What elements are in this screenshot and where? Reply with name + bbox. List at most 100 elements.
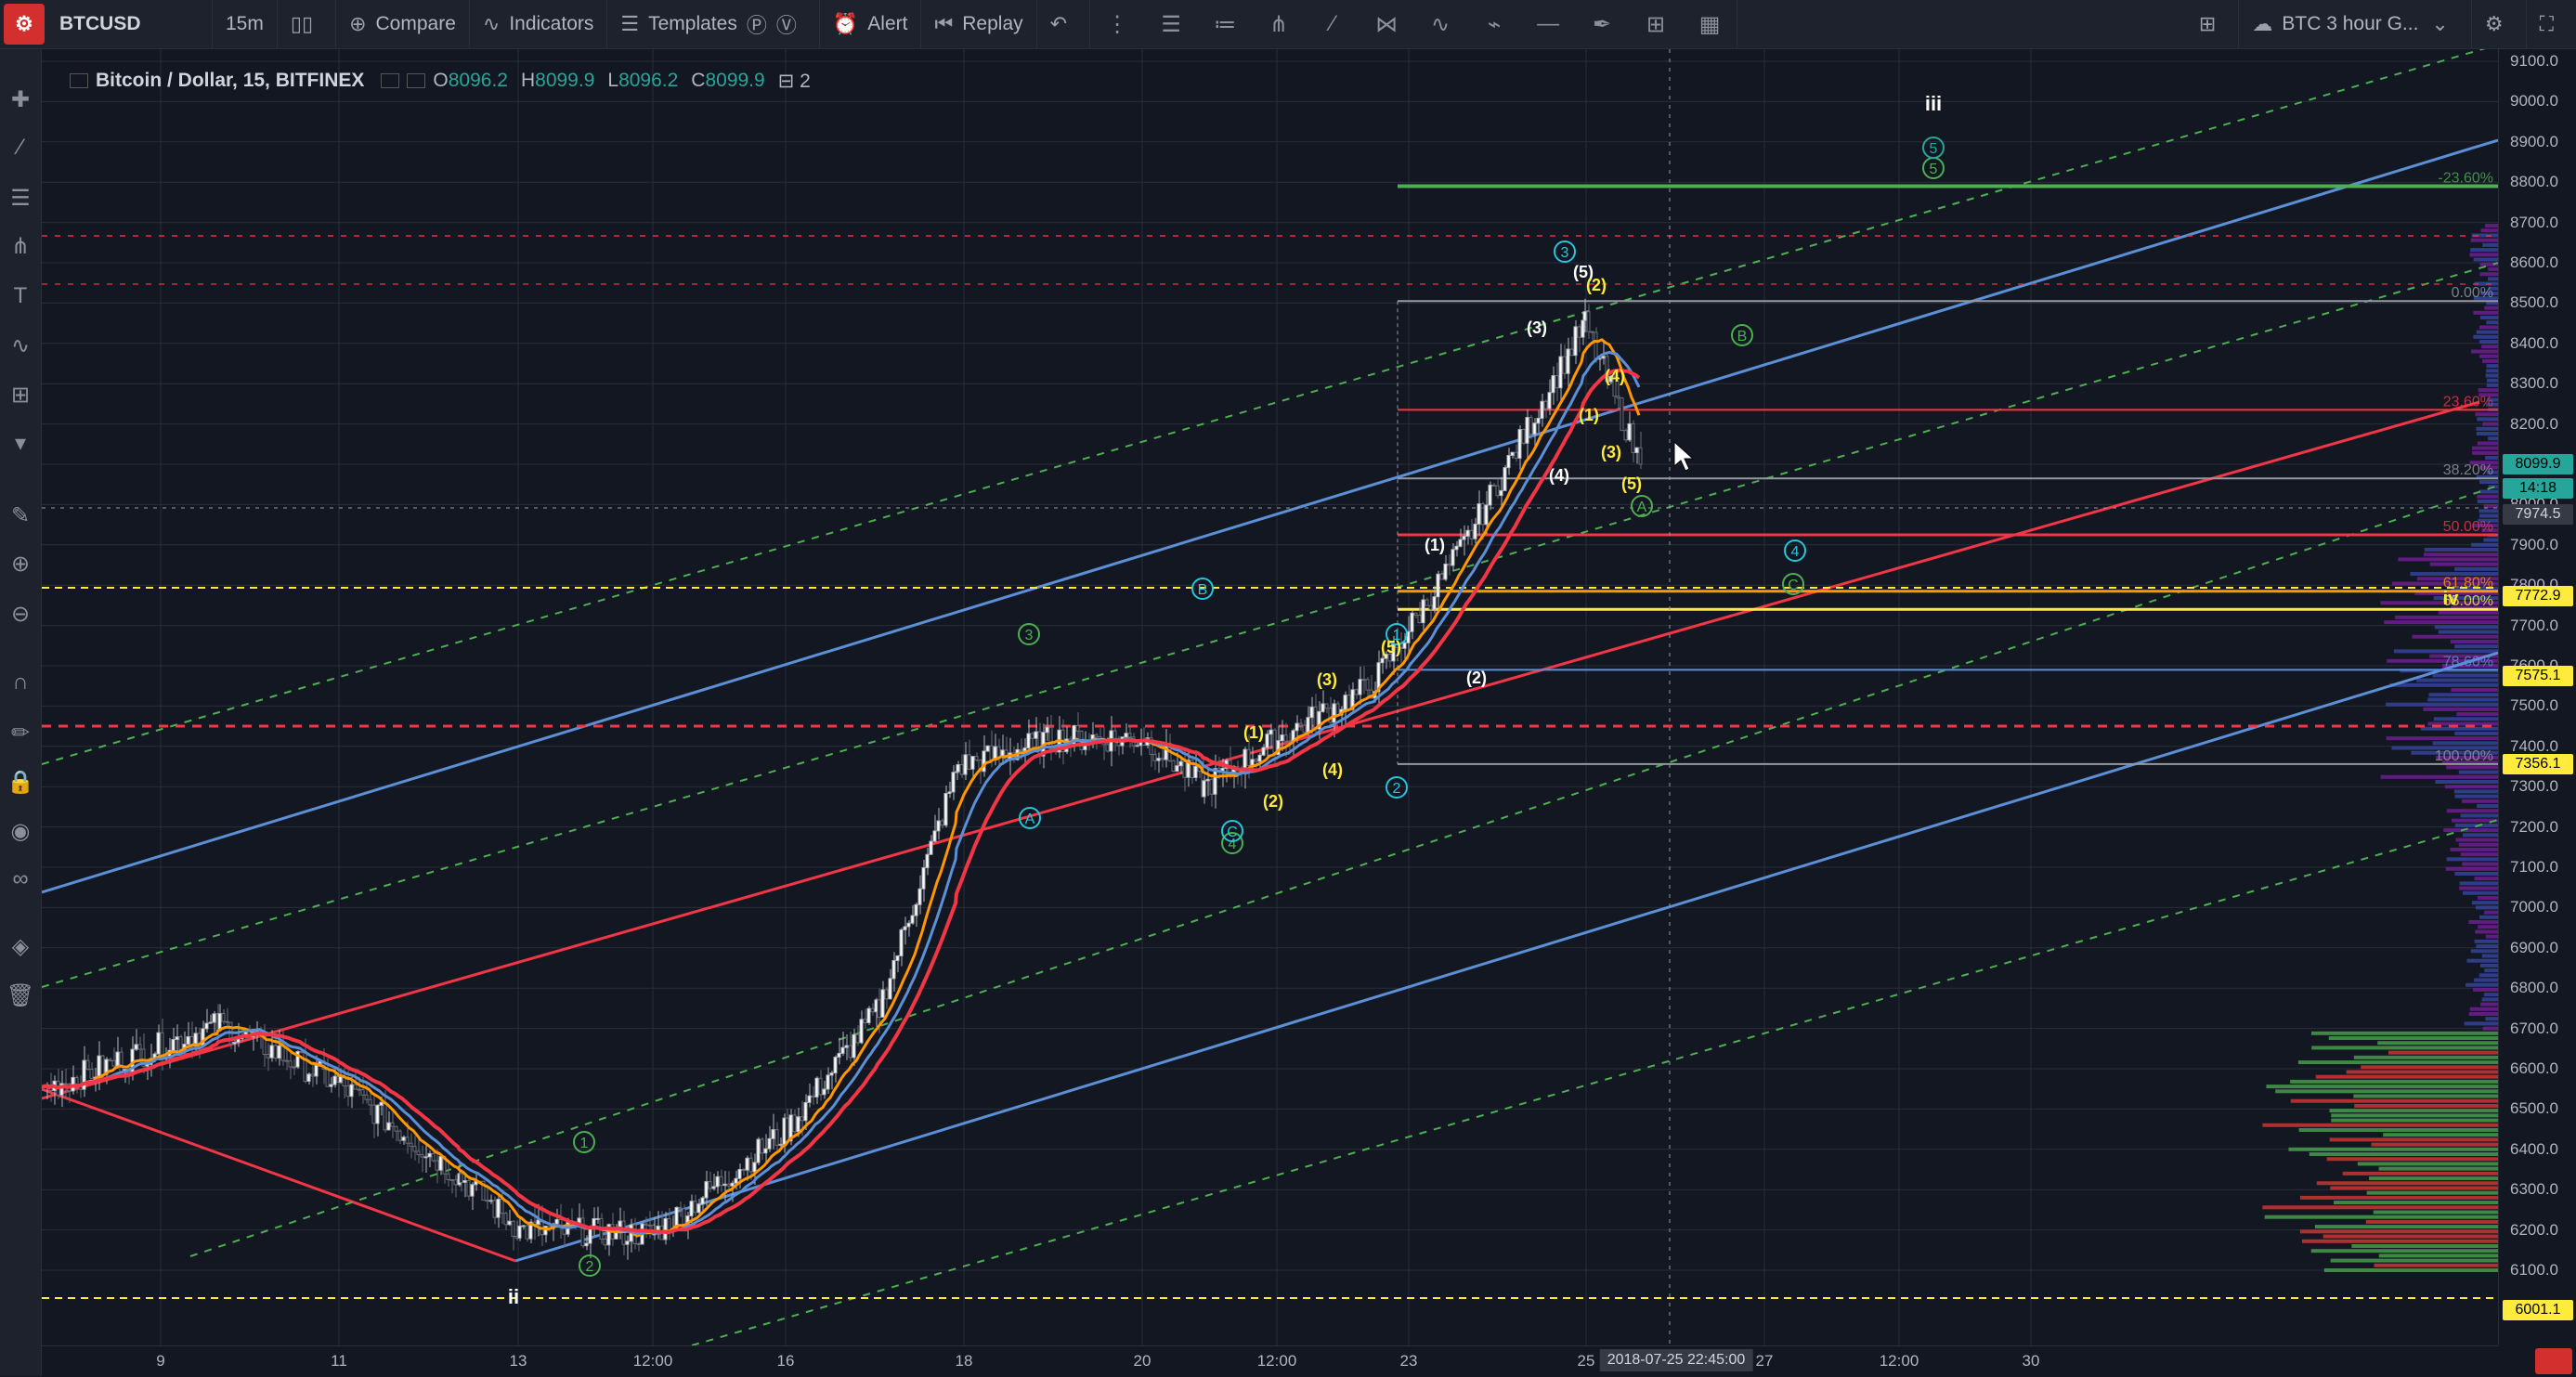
ray-icon[interactable]: — [1537,11,1560,36]
candle-body [884,989,889,1000]
candle-body [1324,703,1329,709]
legend-title[interactable]: Bitcoin / Dollar, 15, BITFINEX [96,70,365,91]
templates-button[interactable]: ☰ Templates Ⓟ Ⓥ [607,0,820,48]
price-axis[interactable]: 9100.0 9000.0 8900.0 8800.0 8700.0 8600.0 8500… [2498,49,2576,1345]
symbol-search[interactable]: BTCUSD [45,0,213,48]
elliott-wave-icon[interactable]: ∿ [1431,11,1451,37]
link-icon[interactable]: ∞ [12,866,29,891]
undo-button[interactable]: ↶ [1037,0,1091,48]
candle-body [891,959,896,980]
replay-button[interactable]: ⏮ Replay [921,0,1037,48]
brush-icon[interactable]: ✒ [1593,11,1612,37]
fullscreen-button[interactable]: ⛶ [2527,0,2576,48]
candle-body [1436,573,1440,598]
channel-blue-lower[interactable] [514,651,2499,1263]
text-tool-icon[interactable]: T [13,283,28,308]
settings-button[interactable]: ⚙ [2472,0,2527,48]
template-t-icon: Ⓟ [746,14,767,37]
pattern-tool-icon[interactable]: ∿ [10,333,31,358]
compare-button[interactable]: ⊕ Compare [336,0,470,48]
alert-button[interactable]: ⏰ Alert [820,0,922,48]
volume-bar [2486,378,2498,383]
candle-body [1582,311,1587,321]
eye-icon[interactable]: ◉ [10,819,31,844]
candle-body [1558,356,1563,389]
candle-body [1525,417,1529,444]
candle-body [1152,753,1157,761]
chart-area[interactable]: -23.60% 0.00% 23.60% 38.20% 50.00% 61.80% 65.0… [41,44,2499,1346]
crosshair-icon[interactable]: ✚ [10,87,31,112]
interval-selector[interactable]: 15m [213,0,278,48]
volume-bar [2371,1142,2498,1147]
candle-body [719,1176,723,1187]
horizontal-lines-icon[interactable]: ☰ [1161,11,1181,37]
wave-label-p1: (1) [1425,536,1445,554]
chart-style-button[interactable]: ▯▯ [278,0,337,48]
pitchfork-icon[interactable]: ⋔ [1269,11,1289,37]
zoom-out-icon[interactable]: ⊖ [10,602,31,627]
pitchfork-tool-icon[interactable]: ⋔ [10,234,31,259]
time-tick-label: 16 [776,1352,795,1370]
studies-toggle[interactable]: ⊟ 2 [778,70,811,93]
trend-line-icon[interactable]: ∕ [1331,11,1335,36]
grid-icon[interactable]: ▦ [1698,11,1721,37]
volume-bar [2386,702,2498,707]
time-axis[interactable]: 9 11 13 12:00 16 18 20 12:00 23 25 27 12:00 30 2018-0… [42,1345,2498,1377]
prediction-tool-icon[interactable]: ⊞ [10,383,31,408]
trend-red-lower[interactable] [41,1087,516,1263]
candle-body [1555,375,1559,389]
wave-label-5b: 5 [1930,141,1938,157]
candle-body [1209,778,1214,795]
candle-body [97,1055,101,1078]
candle-body [903,926,907,930]
volume-bar [2471,542,2498,547]
volume-bar [2446,809,2498,813]
volume-bar [2301,1239,2498,1243]
horizontal-lines-tool-icon[interactable]: ☰ [10,186,31,211]
magnet-icon[interactable]: ∩ [12,669,29,695]
lock-icon[interactable]: 🔒 [7,770,34,795]
stay-drawing-icon[interactable]: ✏ [10,721,31,746]
layout-grid-button[interactable]: ⊞ [2186,0,2240,48]
candle-body [1358,679,1362,695]
measure-icon[interactable]: ⊞ [1646,11,1666,37]
tradingview-logo[interactable]: ⚙ [4,4,45,45]
ruler-icon[interactable]: ✎ [10,503,31,528]
expand-tools-icon[interactable]: ▾ [14,431,27,456]
trend-line-tool-icon[interactable]: ∕ [18,135,22,160]
channel-blue-upper[interactable] [41,138,2499,894]
candle-body [730,1182,735,1187]
candle-body [1369,689,1373,699]
fib-level-label: 0.00% [2452,285,2493,301]
chart-canvas[interactable]: -23.60% 0.00% 23.60% 38.20% 50.00% 61.80% 65.0… [41,44,2499,1346]
volume-bar [2438,610,2498,615]
legend-collapse-icon[interactable] [70,73,88,88]
volume-bar [2477,804,2498,809]
layers-icon[interactable]: ◈ [11,934,30,959]
legend-hide-icon[interactable] [407,73,426,88]
candle-body [82,1059,86,1090]
parallel-channel-icon[interactable]: ≔ [1214,11,1237,37]
candle-body [368,1098,372,1106]
candle-body [554,1218,559,1225]
trend-red-upper[interactable] [41,400,2480,1100]
fib-retracement[interactable]: -23.60% 0.00% 23.60% 38.20% 50.00% 61.80% 65.0… [1397,171,2498,765]
price-tick-label: 6600.0 [2510,1059,2558,1077]
volume-bar [2398,557,2498,562]
notification-badge[interactable] [2535,1348,2572,1374]
trash-icon[interactable]: 🗑 [6,983,35,1008]
candle-body [310,1073,315,1077]
legend-settings-icon[interactable] [381,73,400,88]
candle-body [485,1200,489,1202]
candle-body [822,1088,826,1096]
candle-body [963,754,968,775]
volume-bar [2487,277,2498,281]
layout-name-button[interactable]: ☁ BTC 3 hour G... ⌄ [2239,0,2472,48]
left-drawing-toolbar: ✚ ∕ ☰ ⋔ T ∿ ⊞ ▾ ✎ ⊕ ⊖ ∩ ✏ 🔒 ◉ ∞ ◈ 🗑 [0,49,42,1376]
abcd-pattern-icon[interactable]: ⌁ [1487,11,1502,37]
fib-tool-icon[interactable]: ⋈ [1375,11,1399,37]
candle-body [1586,311,1591,332]
indicators-button[interactable]: ∿ Indicators [470,0,608,48]
drag-handle-icon[interactable]: ⋮ [1106,11,1129,37]
zoom-in-icon[interactable]: ⊕ [10,552,31,577]
